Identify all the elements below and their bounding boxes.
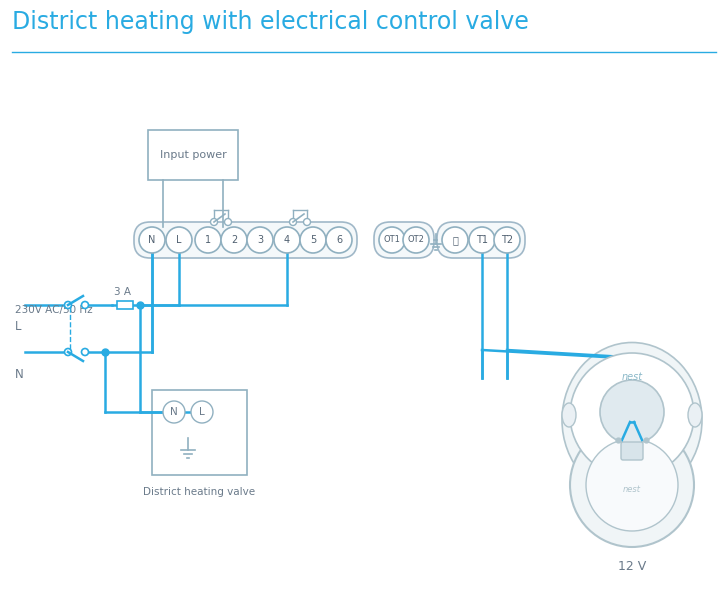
Circle shape: [82, 349, 89, 355]
Circle shape: [65, 349, 71, 355]
Text: 230V AC/50 Hz: 230V AC/50 Hz: [15, 305, 92, 315]
Text: 6: 6: [336, 235, 342, 245]
Text: T2: T2: [501, 235, 513, 245]
Text: ⏚: ⏚: [452, 235, 458, 245]
Ellipse shape: [688, 403, 702, 427]
FancyBboxPatch shape: [117, 301, 133, 309]
Circle shape: [600, 380, 664, 444]
FancyBboxPatch shape: [134, 222, 357, 258]
Text: nest: nest: [622, 372, 643, 382]
Circle shape: [403, 227, 429, 253]
FancyBboxPatch shape: [152, 390, 247, 475]
Text: Input power: Input power: [159, 150, 226, 160]
Circle shape: [494, 227, 520, 253]
Text: L: L: [199, 407, 205, 417]
Text: OT1: OT1: [384, 235, 400, 245]
Text: N: N: [170, 407, 178, 417]
FancyBboxPatch shape: [437, 222, 525, 258]
FancyBboxPatch shape: [621, 442, 643, 460]
Circle shape: [224, 219, 232, 226]
Circle shape: [379, 227, 405, 253]
Text: 3 A: 3 A: [114, 287, 130, 297]
Text: District heating with electrical control valve: District heating with electrical control…: [12, 10, 529, 34]
Circle shape: [469, 227, 495, 253]
Text: 12 V: 12 V: [618, 560, 646, 573]
Circle shape: [586, 439, 678, 531]
Circle shape: [163, 401, 185, 423]
Text: 3: 3: [257, 235, 263, 245]
Circle shape: [195, 227, 221, 253]
FancyBboxPatch shape: [148, 130, 238, 180]
Text: L: L: [15, 321, 22, 333]
Text: 5: 5: [310, 235, 316, 245]
Circle shape: [191, 401, 213, 423]
Circle shape: [300, 227, 326, 253]
Circle shape: [274, 227, 300, 253]
Circle shape: [442, 227, 468, 253]
Circle shape: [326, 227, 352, 253]
Text: 1: 1: [205, 235, 211, 245]
Circle shape: [65, 302, 71, 308]
Ellipse shape: [562, 403, 576, 427]
Text: District heating valve: District heating valve: [143, 487, 256, 497]
Circle shape: [570, 353, 694, 477]
Circle shape: [221, 227, 247, 253]
Circle shape: [166, 227, 192, 253]
Circle shape: [290, 219, 296, 226]
Circle shape: [139, 227, 165, 253]
Text: nest: nest: [623, 485, 641, 494]
Circle shape: [210, 219, 218, 226]
Text: N: N: [15, 368, 24, 381]
Text: 2: 2: [231, 235, 237, 245]
Circle shape: [82, 302, 89, 308]
Ellipse shape: [562, 343, 702, 498]
Text: T1: T1: [476, 235, 488, 245]
Text: 4: 4: [284, 235, 290, 245]
Text: L: L: [176, 235, 182, 245]
Text: OT2: OT2: [408, 235, 424, 245]
Text: N: N: [149, 235, 156, 245]
Circle shape: [247, 227, 273, 253]
FancyBboxPatch shape: [374, 222, 434, 258]
Circle shape: [570, 423, 694, 547]
Circle shape: [304, 219, 311, 226]
